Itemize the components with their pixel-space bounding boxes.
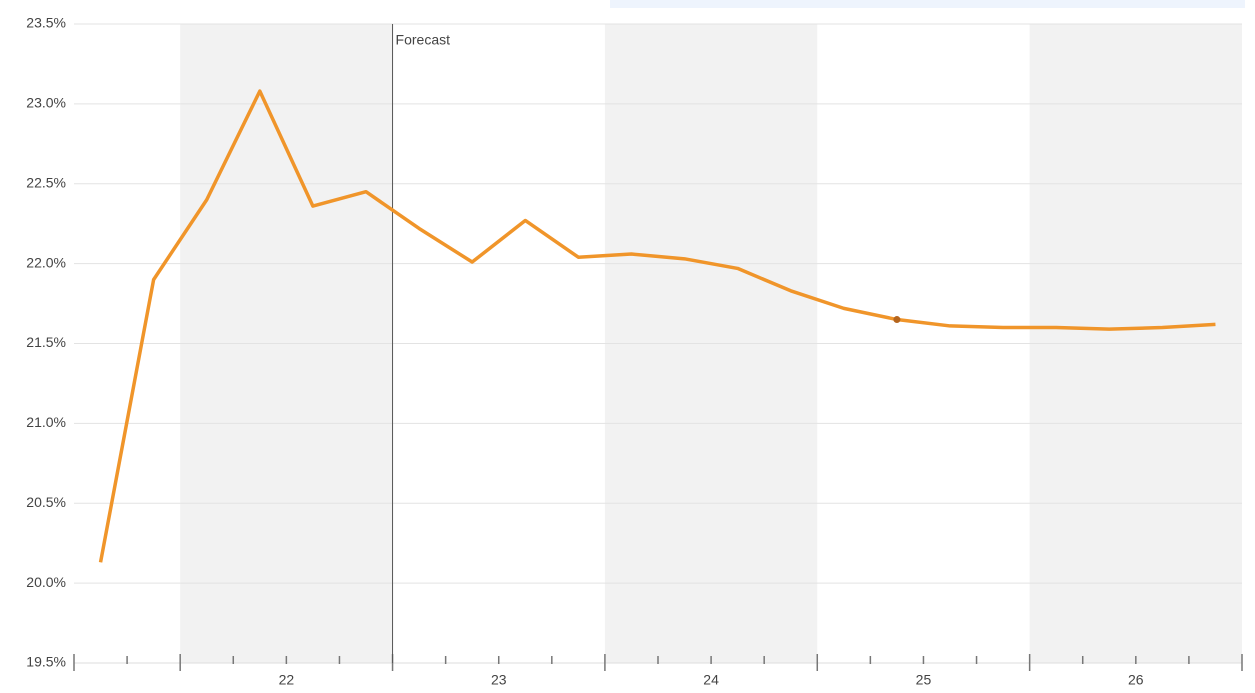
y-tick-label: 22.5% (26, 174, 66, 190)
y-tick-label: 23.5% (26, 15, 66, 31)
x-tick-label: 26 (1128, 672, 1144, 688)
y-tick-label: 21.5% (26, 334, 66, 350)
y-tick-label: 22.0% (26, 254, 66, 270)
y-tick-label: 20.5% (26, 494, 66, 510)
y-tick-label: 21.0% (26, 414, 66, 430)
highlight-point (893, 316, 901, 324)
x-tick-label: 25 (916, 672, 932, 688)
y-tick-label: 20.0% (26, 574, 66, 590)
y-tick-label: 23.0% (26, 95, 66, 111)
series-line (98, 89, 1216, 563)
x-tick-label: 23 (491, 672, 507, 688)
x-tick-label: 24 (703, 672, 719, 688)
x-tick-label: 22 (279, 672, 295, 688)
y-tick-label: 19.5% (26, 654, 66, 670)
top-bar (610, 0, 1245, 8)
forecast-label: Forecast (396, 32, 451, 48)
